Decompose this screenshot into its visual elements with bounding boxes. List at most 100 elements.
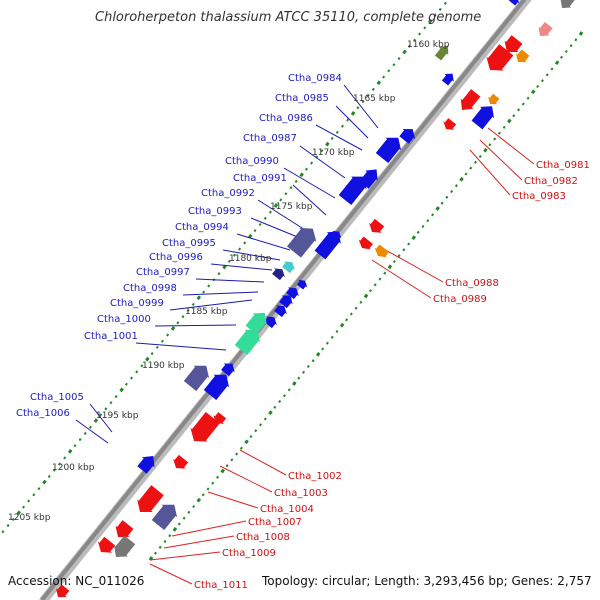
forward-gene-arrow: [282, 261, 295, 274]
kbp-label-1190: 1190 kbp: [142, 361, 185, 371]
inner-tick: [279, 198, 283, 202]
reverse-leader-line: [381, 247, 444, 283]
outer-tick: [216, 475, 220, 479]
inner-tick: [27, 499, 31, 503]
inner-tick: [387, 69, 391, 73]
reverse-gene-label-Ctha_1007: Ctha_1007: [248, 517, 302, 528]
outer-tick: [469, 166, 473, 170]
reverse-gene-labels: Ctha_0981 Ctha_0982 Ctha_0983 Ctha_0988 Ctha…: [194, 160, 590, 591]
reverse-leader-line: [219, 465, 273, 493]
reverse-gene-arrow: [538, 21, 553, 36]
inner-tick: [37, 487, 41, 491]
inner-tick: [166, 333, 170, 337]
forward-leader-line: [182, 291, 259, 296]
reverse-gene-arrow: [488, 93, 500, 105]
inner-tick: [253, 229, 257, 233]
forward-gene-arrow: [375, 137, 402, 164]
inner-tick: [119, 387, 124, 393]
forward-leader-line: [299, 145, 346, 179]
outer-tick: [530, 89, 536, 95]
outer-tick: [254, 429, 258, 433]
forward-leader-line: [292, 184, 327, 216]
outer-tick: [536, 84, 540, 89]
forward-gene-arrow: [245, 312, 267, 335]
forward-leader-line: [169, 299, 253, 311]
forward-gene-label-Ctha_0986: Ctha_0986: [259, 113, 313, 124]
inner-tick: [52, 468, 56, 472]
inner-tick: [150, 351, 154, 356]
inner-tick: [88, 425, 92, 429]
inner-tick: [361, 100, 365, 104]
reverse-gene-arrow: [97, 536, 116, 553]
outer-tick: [268, 410, 273, 415]
reverse-gene-arrow: [358, 236, 373, 250]
reverse-leader-line: [149, 563, 193, 585]
inner-tick: [263, 216, 267, 220]
outer-tick: [244, 439, 249, 445]
outer-tick: [493, 137, 497, 141]
outer-tick: [201, 493, 205, 497]
outer-tick: [163, 539, 167, 544]
inner-tick: [196, 295, 202, 301]
outer-tick: [206, 487, 210, 491]
forward-gene-arrow: [279, 295, 293, 309]
reverse-gene-label-Ctha_0988: Ctha_0988: [445, 278, 499, 289]
forward-gene-arrow: [221, 363, 235, 377]
inner-tick: [289, 186, 293, 190]
forward-leader-line: [343, 84, 379, 129]
forward-gene-arrow: [296, 279, 308, 290]
outer-tick: [497, 131, 501, 135]
inner-tick: [202, 290, 206, 294]
outer-tick: [273, 405, 277, 409]
inner-tick: [284, 192, 288, 196]
outer-tick: [158, 545, 162, 549]
outer-tick: [235, 452, 239, 456]
outer-tick: [292, 381, 297, 386]
inner-tick: [135, 370, 139, 374]
inner-tick: [130, 376, 134, 380]
forward-gene-arrow: [330, 230, 342, 241]
inner-tick: [407, 44, 411, 48]
outer-tick: [421, 224, 425, 229]
forward-gene-label-Ctha_0990: Ctha_0990: [225, 156, 279, 167]
outer-tick: [345, 318, 349, 322]
inner-tick: [6, 524, 10, 528]
outer-tick: [488, 143, 492, 147]
outer-tick: [540, 79, 544, 83]
outer-tick: [349, 312, 353, 316]
inner-tick: [335, 130, 339, 134]
inner-tick: [1, 530, 5, 534]
outer-tick: [325, 341, 329, 345]
forward-gene-arrow: [434, 45, 449, 61]
reverse-gene-arrow: [369, 218, 385, 233]
reverse-leader-line: [171, 520, 247, 537]
reverse-leader-line: [371, 259, 432, 299]
inner-tick: [443, 1, 447, 5]
forward-gene-arrow: [286, 287, 299, 300]
outer-tick: [168, 534, 172, 538]
outer-tick: [187, 510, 191, 514]
forward-gene-arrow: [234, 329, 261, 356]
forward-leader-line: [335, 105, 369, 139]
inner-tick: [423, 26, 427, 30]
reverse-gene-label-Ctha_0981: Ctha_0981: [536, 160, 590, 171]
outer-tick: [554, 60, 560, 65]
reverse-gene-arrow: [55, 584, 70, 598]
outer-tick: [464, 172, 468, 176]
inner-tick: [22, 505, 26, 509]
outer-tick: [578, 31, 584, 36]
outer-tick: [569, 44, 573, 48]
reverse-gene-arrow: [374, 244, 389, 258]
reverse-gene-label-Ctha_0983: Ctha_0983: [512, 191, 566, 202]
forward-gene-label-Ctha_0987: Ctha_0987: [243, 133, 297, 144]
reverse-leader-line: [469, 149, 511, 196]
inner-tick: [350, 111, 356, 116]
kbp-label-1175: 1175 kbp: [270, 202, 313, 212]
forward-gene-arrow: [471, 106, 495, 130]
outer-tick: [297, 376, 301, 380]
kbp-label-1160: 1160 kbp: [407, 40, 450, 50]
outer-tick: [311, 359, 315, 363]
forward-gene-label-Ctha_0999: Ctha_0999: [110, 298, 164, 309]
inner-tick: [217, 272, 221, 276]
forward-gene-label-Ctha_0991: Ctha_0991: [233, 173, 287, 184]
